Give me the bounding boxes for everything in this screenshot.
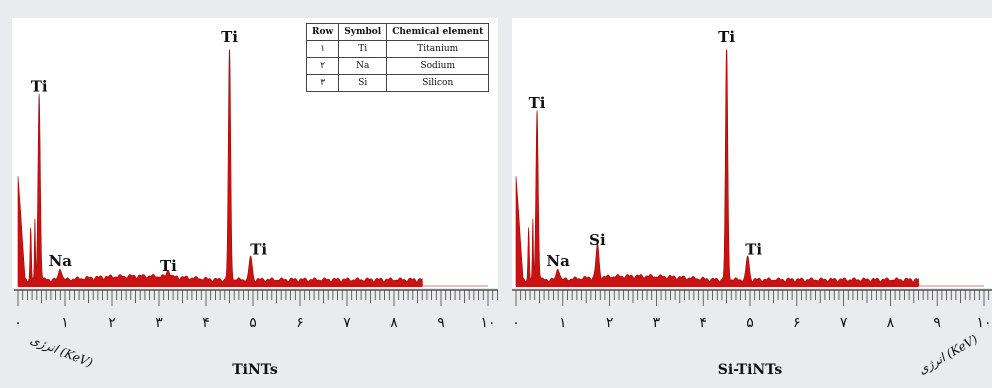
x-tick-label: ٢: [606, 315, 614, 331]
x-tick-label: ٣: [653, 315, 661, 331]
x-tick-label: ٩: [437, 315, 445, 331]
x-tick-label: ۵: [249, 315, 257, 331]
x-tick-label: ٧: [343, 315, 351, 331]
x-tick-label: ١: [61, 315, 69, 331]
x-tick-label: ٧: [840, 315, 848, 331]
x-tick-label: ٩: [933, 315, 941, 331]
peak-label: Ti: [529, 94, 546, 112]
peak-label: Ti: [160, 257, 177, 275]
peak-label: Ti: [31, 78, 48, 96]
legend-row: ٣ Si Silicon: [305, 74, 490, 92]
spectrum-baseline: [18, 284, 423, 287]
x-tick-label: ۴: [202, 315, 210, 331]
legend-header-row-col: Row: [305, 23, 340, 41]
legend-row-number: ٢: [305, 57, 340, 75]
spectrum-area: [17, 49, 488, 287]
peak-label: Ti: [745, 240, 762, 258]
x-tick-label: ۵: [746, 315, 754, 331]
spectrum-baseline: [516, 284, 919, 287]
peak-label: Ti: [221, 28, 238, 46]
peak-label: Na: [49, 252, 73, 270]
peak-label: Si: [589, 231, 606, 249]
x-tick-label: ١٠: [976, 315, 991, 331]
plot-bg-si-tints: [512, 18, 992, 288]
legend-header-element-col: Chemical element: [386, 23, 490, 41]
legend-row-symbol: Ti: [338, 40, 388, 58]
legend-row-element: Titanium: [386, 40, 490, 58]
peak-label: Ti: [718, 28, 735, 46]
x-tick-label: ١٠: [480, 315, 495, 331]
legend-row-number: ٣: [305, 74, 340, 92]
x-axis-label: انرژی (KeV): [28, 332, 95, 370]
x-tick-label: ١: [559, 315, 567, 331]
x-tick-label: ٣: [155, 315, 163, 331]
legend-row-symbol: Si: [338, 74, 388, 92]
peak-label: Ti: [250, 240, 267, 258]
legend-header-symbol-col: Symbol: [338, 23, 388, 41]
x-tick-label: ٠: [14, 315, 22, 331]
legend-header-row: Row Symbol Chemical element: [305, 23, 490, 41]
x-tick-label: ۴: [699, 315, 707, 331]
chart-title: Si-TiNTs: [718, 362, 783, 378]
x-tick-label: ٨: [390, 315, 398, 331]
legend-row: ١ Ti Titanium: [305, 40, 490, 58]
x-tick-label: ۶: [296, 315, 304, 331]
legend-row-element: Sodium: [386, 57, 490, 75]
legend-row-symbol: Na: [338, 57, 388, 75]
x-axis-label: انرژی (KeV): [916, 332, 980, 377]
legend-row-element: Silicon: [386, 74, 490, 92]
x-tick-label: ٢: [108, 315, 116, 331]
x-tick-label: ٠: [512, 315, 520, 331]
spectrum-area: [515, 49, 984, 287]
x-tick-label: ۶: [793, 315, 801, 331]
chart-title: TiNTs: [232, 362, 278, 378]
legend-row-number: ١: [305, 40, 340, 58]
x-tick-label: ٨: [887, 315, 895, 331]
legend-row: ٢ Na Sodium: [305, 57, 490, 75]
element-legend-table: Row Symbol Chemical element ١ Ti Titaniu…: [305, 23, 490, 92]
peak-label: Na: [546, 252, 570, 270]
